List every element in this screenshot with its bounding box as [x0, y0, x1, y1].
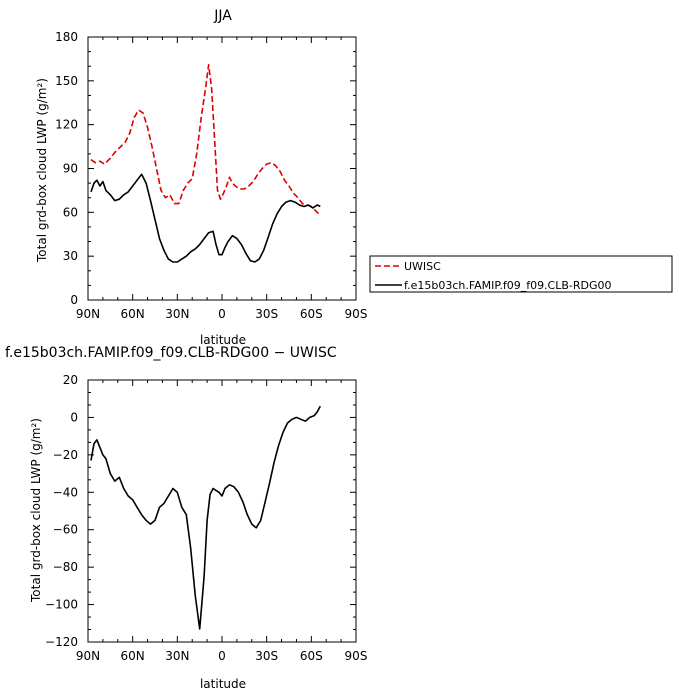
bottom-x-tick-label: 30N — [165, 649, 189, 663]
top-x-tick-label: 60N — [121, 307, 145, 321]
bottom-y-tick-label: −60 — [53, 523, 78, 537]
top-chart-title: JJA — [213, 8, 232, 24]
bottom-y-tick-label: −40 — [53, 485, 78, 499]
bottom-x-tick-label: 0 — [218, 649, 226, 663]
top-y-tick-label: 150 — [55, 74, 78, 88]
legend: UWISC f.e15b03ch.FAMIP.f09_f09.CLB-RDG00 — [369, 255, 673, 293]
bottom-x-tick-label: 60N — [121, 649, 145, 663]
bottom-y-axis-label: Total grd-box cloud LWP (g/m²) — [29, 418, 43, 603]
top-x-tick-label: 0 — [218, 307, 226, 321]
legend-box — [369, 255, 673, 293]
top-series-line-0 — [90, 64, 321, 216]
bottom-x-tick-label: 90N — [76, 649, 100, 663]
bottom-series-line-0 — [90, 405, 322, 630]
top-x-tick-label: 30N — [165, 307, 189, 321]
bottom-plot-frame — [87, 379, 357, 643]
bottom-x-tick-label: 30S — [255, 649, 278, 663]
top-x-axis-label: latitude — [200, 333, 246, 347]
bottom-y-tick-label: 0 — [70, 410, 78, 424]
bottom-y-tick-label: 20 — [63, 373, 78, 387]
bottom-y-tick-label: −20 — [53, 448, 78, 462]
top-panel: JJA 90N 60N 30N 0 30S 60S 90S0306090120150180 … — [35, 8, 673, 347]
top-y-tick-label: 0 — [70, 293, 78, 307]
bottom-y-tick-label: −80 — [53, 560, 78, 574]
top-y-tick-label: 60 — [63, 205, 78, 219]
top-y-tick-label: 30 — [63, 249, 78, 263]
top-series-line-1 — [90, 173, 321, 263]
bottom-panel: f.e15b03ch.FAMIP.f09_f09.CLB-RDG00 − UWI… — [5, 345, 367, 691]
bottom-y-tick-label: −120 — [45, 635, 78, 649]
bottom-x-axis-label: latitude — [200, 677, 246, 691]
top-x-tick-label: 90S — [345, 307, 368, 321]
bottom-x-tick-label: 90S — [345, 649, 368, 663]
top-y-axis-label: Total grd-box cloud LWP (g/m²) — [35, 78, 49, 263]
bottom-x-tick-label: 60S — [300, 649, 323, 663]
top-x-tick-label: 90N — [76, 307, 100, 321]
top-plot-frame — [87, 36, 357, 301]
top-y-tick-label: 180 — [55, 30, 78, 44]
bottom-chart-title: f.e15b03ch.FAMIP.f09_f09.CLB-RDG00 − UWI… — [5, 345, 337, 361]
legend-label-uwisc: UWISC — [404, 260, 441, 273]
top-y-tick-label: 120 — [55, 118, 78, 132]
top-y-tick-label: 90 — [63, 162, 78, 176]
legend-label-model: f.e15b03ch.FAMIP.f09_f09.CLB-RDG00 — [404, 279, 612, 292]
top-x-tick-label: 60S — [300, 307, 323, 321]
top-x-tick-label: 30S — [255, 307, 278, 321]
bottom-y-tick-label: −100 — [45, 598, 78, 612]
